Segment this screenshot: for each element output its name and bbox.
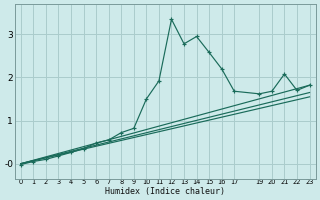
X-axis label: Humidex (Indice chaleur): Humidex (Indice chaleur): [105, 187, 225, 196]
